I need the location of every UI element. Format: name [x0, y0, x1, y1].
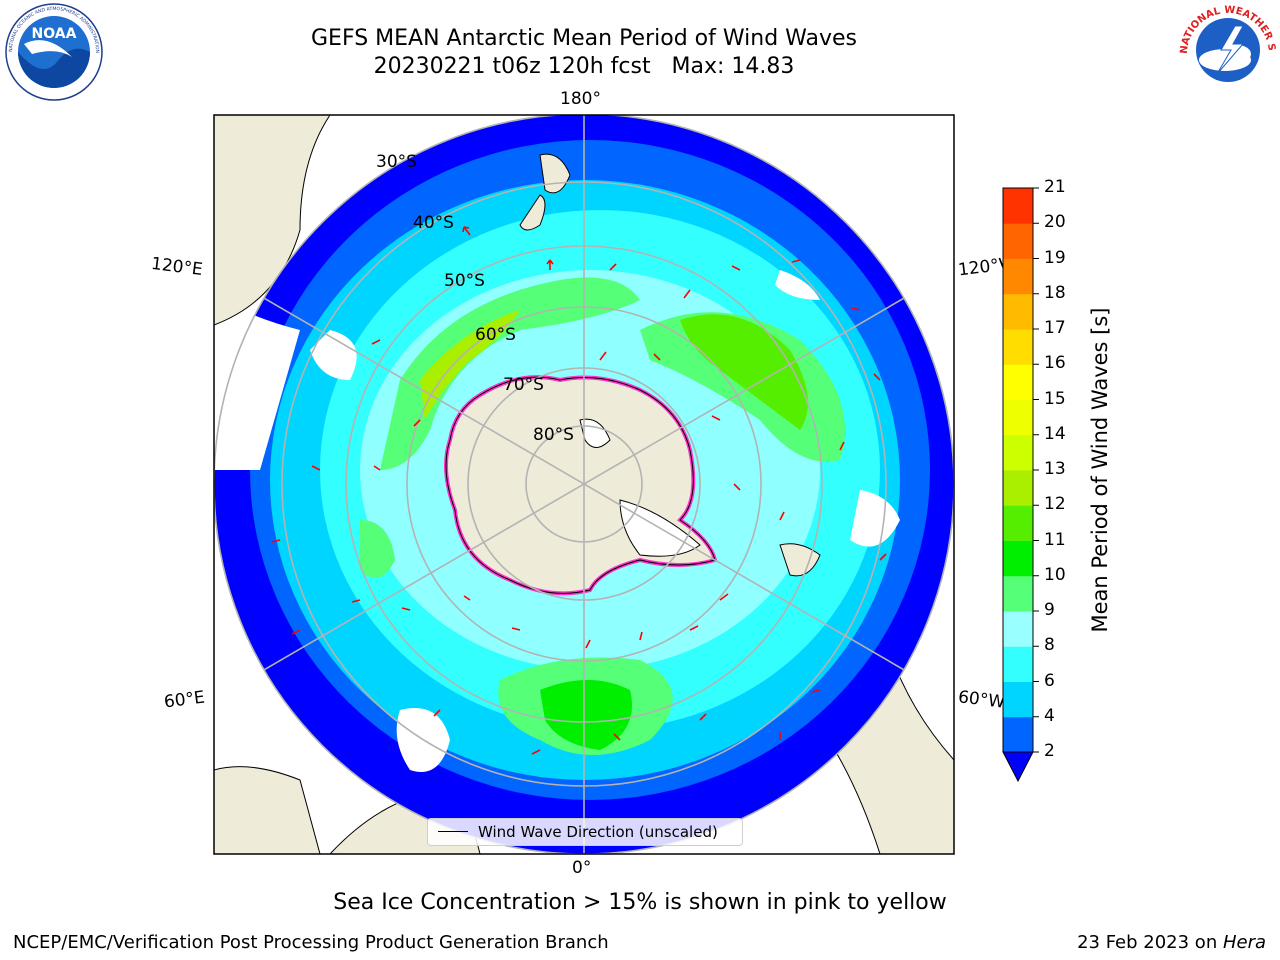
map-frame: [213, 114, 955, 855]
graticule: [214, 115, 954, 854]
colorbar-tick-label: 13: [1044, 459, 1066, 479]
legend-line-sample: [438, 831, 468, 832]
map-title: GEFS MEAN Antarctic Mean Period of Wind …: [311, 26, 857, 51]
colorbar-segment: [1003, 399, 1033, 436]
lon-label-180: 180°: [560, 89, 601, 109]
colorbar-tick-label: 8: [1044, 635, 1055, 656]
lat-label-80s: 80°S: [533, 425, 574, 445]
colorbar-tick-label: 12: [1044, 494, 1066, 515]
colorbar-tick-label: 16: [1044, 353, 1066, 374]
footer-host: Hera: [1222, 932, 1266, 953]
footer-credit: NCEP/EMC/Verification Post Processing Pr…: [13, 932, 609, 953]
colorbar-tick-label: 4: [1044, 705, 1055, 726]
colorbar-segment: [1003, 434, 1033, 471]
colorbar-segment: [1003, 293, 1033, 330]
colorbar-tick-label: 2: [1044, 741, 1055, 761]
colorbar-segment: [1003, 716, 1033, 753]
lat-label-50s: 50°S: [444, 271, 485, 291]
colorbar-tick-label: 10: [1044, 564, 1066, 585]
wind-wave-arrows: [271, 226, 887, 755]
footer-date: 23 Feb 2023 on Hera: [1077, 932, 1266, 953]
colorbar-segment: [1003, 470, 1033, 506]
noaa-logo-text: NOAA: [32, 26, 77, 42]
colorbar-segment: [1003, 188, 1033, 224]
colorbar-segment: [1003, 258, 1033, 295]
lat-label-40s: 40°S: [413, 213, 454, 233]
colorbar-segment: [1003, 329, 1033, 365]
map-legend: Wind Wave Direction (unscaled): [427, 818, 743, 846]
colorbar-segment: [1003, 646, 1033, 682]
colorbar-segment: [1003, 575, 1033, 612]
colorbar-tick-label: 14: [1044, 423, 1066, 444]
colorbar-tick-label: 9: [1044, 600, 1055, 620]
colorbar-segment: [1003, 611, 1033, 647]
map-subtitle: 20230221 t06z 120h fcst Max: 14.83: [373, 54, 795, 79]
colorbar-tick-label: 6: [1044, 670, 1055, 691]
colorbar-extend-arrow: [1002, 751, 1034, 783]
colorbar-tick-label: 18: [1044, 282, 1066, 303]
noaa-logo: NOAA NATIONAL OCEANIC AND ATMOSPHERIC AD…: [2, 2, 103, 101]
colorbar-tick-label: 15: [1044, 388, 1066, 409]
colorbar-label: Mean Period of Wind Waves [s]: [1088, 307, 1112, 633]
lon-label-0: 0°: [572, 858, 592, 878]
colorbar-segment: [1003, 364, 1033, 400]
colorbar-segment: [1003, 223, 1033, 259]
legend-text: Wind Wave Direction (unscaled): [478, 823, 718, 841]
south-america-tip: [779, 543, 821, 577]
nws-logo: NATIONAL WEATHER SERVICE: [1177, 0, 1277, 96]
new-zealand-south: [519, 194, 546, 231]
colorbar-tick-label: 19: [1044, 247, 1066, 268]
colorbar-tick-label: 17: [1044, 318, 1066, 338]
colorbar-tick-label: 11: [1044, 529, 1066, 550]
lat-label-30s: 30°S: [376, 152, 417, 172]
colorbar-tick-label: 20: [1044, 212, 1066, 233]
lat-label-70s: 70°S: [503, 375, 544, 395]
sea-ice-note: Sea Ice Concentration > 15% is shown in …: [333, 890, 947, 915]
colorbar-segment: [1003, 681, 1033, 718]
lat-label-60s: 60°S: [475, 325, 516, 345]
colorbar-segment: [1003, 505, 1033, 541]
colorbar-tick-label: 21: [1044, 177, 1066, 197]
colorbar-segment: [1003, 540, 1033, 577]
footer-date-text: 23 Feb 2023 on: [1077, 932, 1223, 953]
